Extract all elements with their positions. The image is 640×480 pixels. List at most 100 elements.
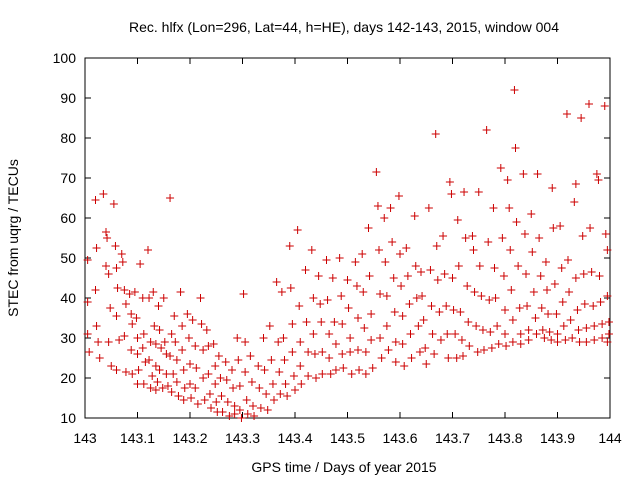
data-point-marker	[578, 232, 587, 240]
data-point-marker	[394, 192, 403, 200]
data-point-marker	[487, 344, 496, 352]
data-point-marker	[472, 322, 481, 330]
data-point-marker	[510, 86, 519, 94]
chart-title: Rec. hlfx (Lon=296, Lat=44, h=HE), days …	[129, 19, 559, 35]
data-point-marker	[188, 316, 197, 324]
data-point-marker	[260, 366, 269, 374]
data-point-marker	[477, 292, 486, 300]
data-point-marker	[390, 308, 399, 316]
data-point-marker	[474, 188, 483, 196]
y-tick-label: 70	[60, 170, 76, 186]
data-point-marker	[603, 246, 612, 254]
data-point-marker	[461, 234, 470, 242]
data-point-marker	[167, 330, 176, 338]
data-point-marker	[559, 322, 568, 330]
data-point-marker	[545, 328, 554, 336]
data-point-marker	[439, 232, 448, 240]
data-point-marker	[205, 390, 214, 398]
data-point-marker	[376, 290, 385, 298]
x-tick-label: 143.8	[487, 430, 522, 446]
data-point-marker	[176, 288, 185, 296]
data-point-marker	[229, 384, 238, 392]
data-point-marker	[199, 346, 208, 354]
data-point-marker	[453, 216, 462, 224]
data-point-marker	[519, 170, 528, 178]
data-point-marker	[405, 300, 414, 308]
data-point-marker	[318, 348, 327, 356]
data-point-marker	[288, 320, 297, 328]
data-point-marker	[157, 344, 166, 352]
data-point-marker	[382, 322, 391, 330]
data-point-marker	[230, 402, 239, 410]
data-point-marker	[451, 330, 460, 338]
data-point-marker	[335, 254, 344, 262]
y-tick-label: 20	[60, 370, 76, 386]
data-point-marker	[150, 322, 159, 330]
data-point-marker	[191, 342, 200, 350]
data-point-marker	[178, 322, 187, 330]
data-point-marker	[463, 282, 472, 290]
y-tick-label: 50	[60, 250, 76, 266]
data-point-marker	[136, 260, 145, 268]
axis-ticks	[84, 57, 611, 419]
data-point-marker	[600, 102, 609, 110]
data-point-marker	[489, 204, 498, 212]
data-point-marker	[418, 292, 427, 300]
data-point-marker	[485, 296, 494, 304]
data-point-marker	[162, 370, 171, 378]
data-point-marker	[254, 362, 263, 370]
data-point-marker	[528, 248, 537, 256]
data-point-marker	[322, 256, 331, 264]
data-point-marker	[222, 376, 231, 384]
data-point-marker	[553, 330, 562, 338]
data-point-marker	[272, 278, 281, 286]
data-point-marker	[411, 262, 420, 270]
data-point-marker	[104, 270, 113, 278]
data-point-marker	[491, 294, 500, 302]
data-point-marker	[218, 408, 227, 416]
data-point-marker	[247, 378, 256, 386]
data-point-marker	[343, 276, 352, 284]
data-point-marker	[346, 334, 355, 342]
y-tick-label: 80	[60, 130, 76, 146]
data-point-marker	[263, 406, 272, 414]
data-point-marker	[535, 234, 544, 242]
data-point-marker	[540, 334, 549, 342]
data-point-marker	[367, 310, 376, 318]
data-point-marker	[508, 338, 517, 346]
data-point-marker	[151, 340, 160, 348]
data-point-marker	[380, 214, 389, 222]
data-point-marker	[127, 346, 136, 354]
data-point-marker	[95, 354, 104, 362]
data-point-marker	[121, 300, 130, 308]
data-point-marker	[288, 348, 297, 356]
data-point-marker	[524, 336, 533, 344]
data-point-marker	[377, 354, 386, 362]
data-point-marker	[179, 396, 188, 404]
data-point-marker	[242, 396, 251, 404]
data-point-marker	[575, 338, 584, 346]
data-point-marker	[235, 382, 244, 390]
y-tick-label: 30	[60, 330, 76, 346]
data-point-marker	[447, 190, 456, 198]
data-point-marker	[582, 338, 591, 346]
data-point-marker	[432, 242, 441, 250]
data-point-marker	[193, 400, 202, 408]
data-point-marker	[237, 414, 246, 422]
data-point-marker	[267, 356, 276, 364]
data-point-marker	[478, 326, 487, 334]
x-tick-label: 144	[598, 430, 622, 446]
x-tick-label: 143.7	[435, 430, 470, 446]
data-point-marker	[512, 218, 521, 226]
data-point-marker	[155, 366, 164, 374]
data-point-marker	[354, 314, 362, 322]
data-point-marker	[415, 348, 424, 356]
data-point-marker	[109, 200, 118, 208]
data-point-marker	[149, 288, 158, 296]
data-point-marker	[166, 352, 175, 360]
data-point-marker	[276, 390, 285, 398]
data-point-marker	[241, 338, 250, 346]
data-point-marker	[256, 404, 265, 412]
data-point-marker	[417, 268, 425, 276]
